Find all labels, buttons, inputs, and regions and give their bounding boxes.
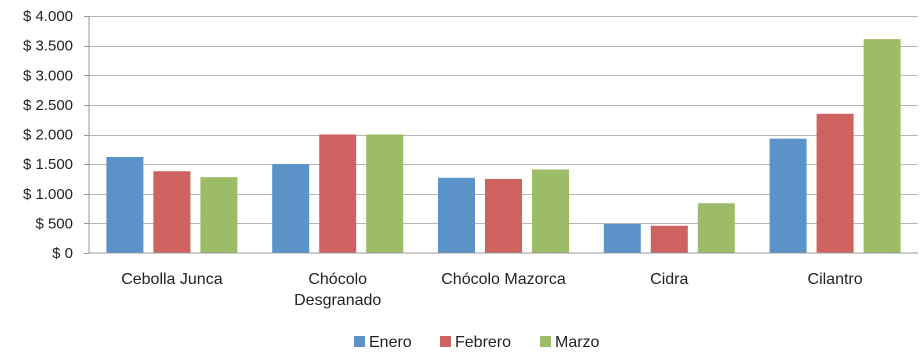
bar-febrero <box>153 171 191 253</box>
bar-marzo <box>532 169 569 253</box>
y-tick-label: $ 1.500 <box>23 156 73 173</box>
x-category-label: Chócolo Desgranado <box>294 271 381 309</box>
bar-marzo <box>863 39 901 253</box>
bar-febrero <box>650 225 688 253</box>
legend: Enero Febrero Marzo <box>354 334 600 351</box>
x-category-label-line: Cidra <box>650 271 688 288</box>
legend-swatch-enero <box>354 336 365 347</box>
legend-label-marzo: Marzo <box>555 334 600 351</box>
bar-marzo <box>697 203 735 253</box>
x-category-label: Cebolla Junca <box>121 271 223 288</box>
bars <box>106 39 901 253</box>
y-tick-label: $ 4.000 <box>23 8 73 25</box>
legend-label-enero: Enero <box>369 334 412 351</box>
x-category-label-line: Chócolo <box>308 271 367 288</box>
legend-swatch-febrero <box>440 336 451 347</box>
x-category-label: Cilantro <box>808 271 863 288</box>
x-axis-categories: Cebolla Junca Chócolo Desgranado Chócolo Ma… <box>121 271 863 309</box>
y-tick-label: $ 500 <box>35 215 73 232</box>
x-category-label-line: Cilantro <box>808 271 863 288</box>
y-tick-label: $ 3.500 <box>23 38 73 55</box>
y-tick-label: $ 2.500 <box>23 97 73 114</box>
bar-marzo <box>200 177 238 253</box>
bar-enero <box>106 157 144 253</box>
x-category-label-line: Cebolla Junca <box>121 271 223 288</box>
x-category-label-line: Chócolo Mazorca <box>441 271 566 288</box>
bar-febrero <box>319 134 357 253</box>
bar-enero <box>603 223 641 253</box>
bar-enero <box>769 138 807 253</box>
bar-enero <box>438 177 475 253</box>
bar-enero <box>272 164 310 253</box>
legend-label-febrero: Febrero <box>455 334 511 351</box>
bar-febrero <box>816 113 854 253</box>
bar-febrero <box>485 178 522 253</box>
y-axis-ticks: $ 0 $ 500 $ 1.000 $ 1.500 $ 2.000 $ 2.500 $ 3.… <box>23 8 89 262</box>
x-category-label: Chócolo Mazorca <box>441 271 566 288</box>
bar-marzo <box>366 134 404 253</box>
legend-swatch-marzo <box>540 336 551 347</box>
y-tick-label: $ 3.000 <box>23 67 73 84</box>
x-category-label-line: Desgranado <box>294 292 381 309</box>
y-tick-label: $ 2.000 <box>23 127 73 144</box>
x-category-label: Cidra <box>650 271 688 288</box>
y-tick-label: $ 0 <box>52 245 73 262</box>
y-tick-label: $ 1.000 <box>23 186 73 203</box>
axes <box>88 16 918 254</box>
